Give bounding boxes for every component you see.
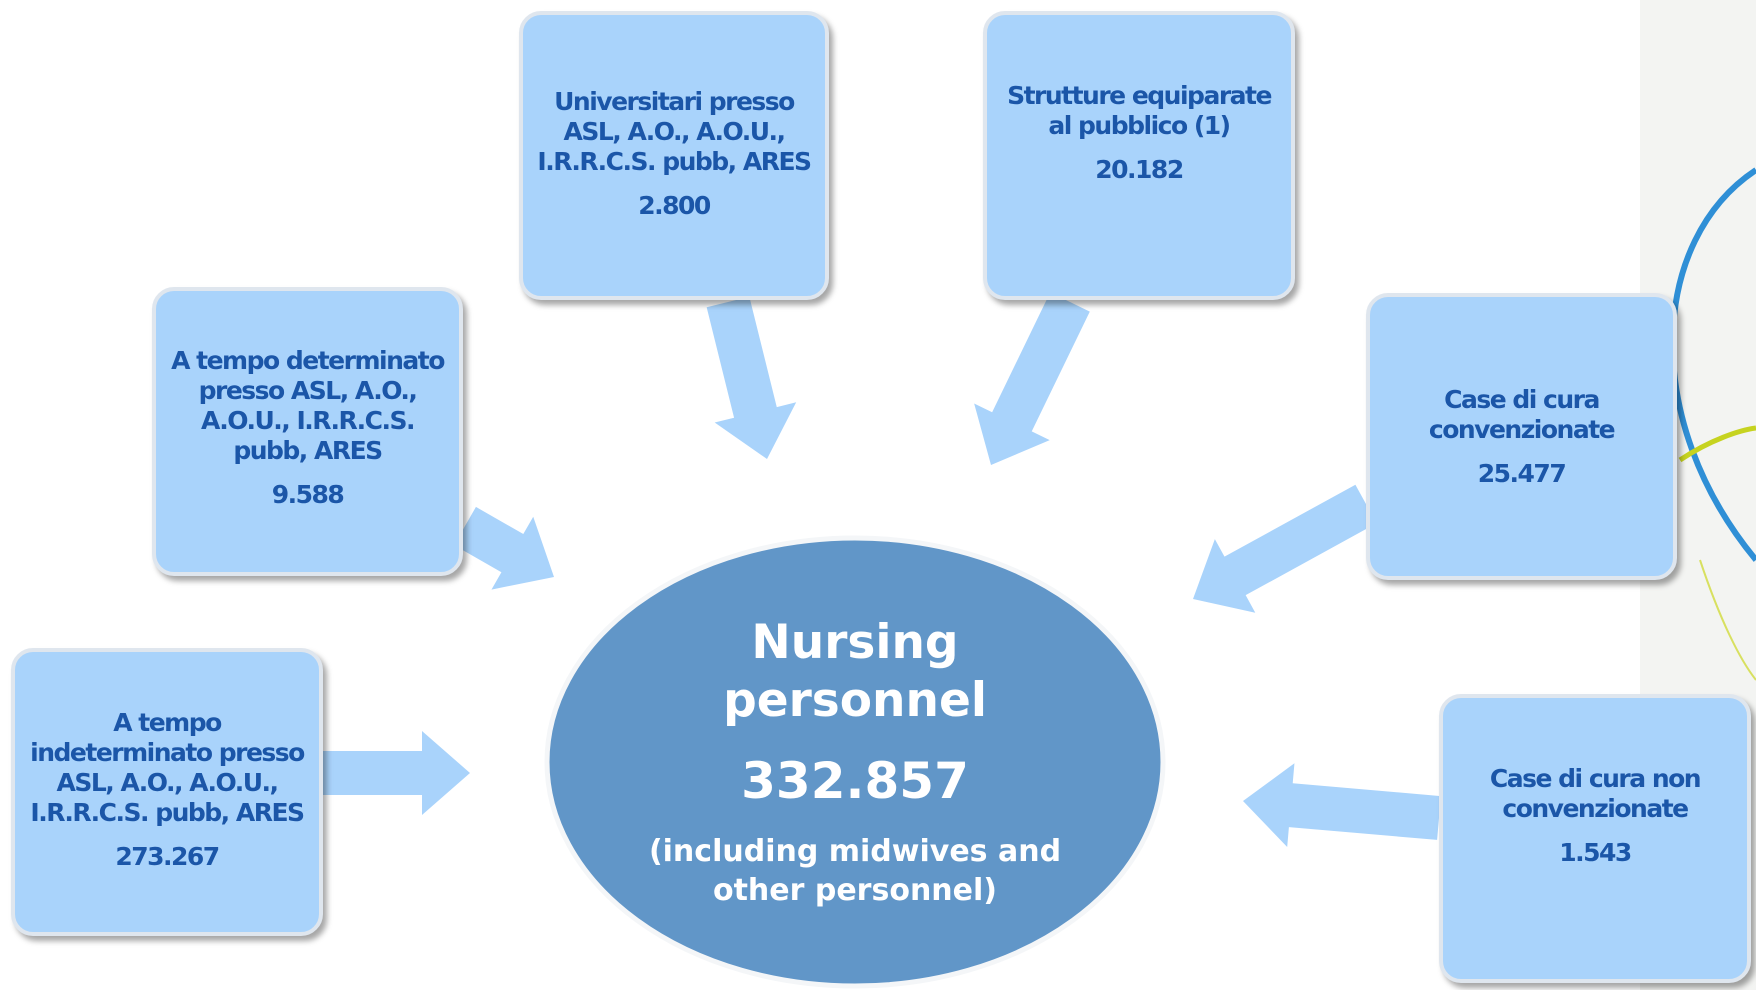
node-label: A tempo determinato presso ASL, A.O., A.… [168,346,447,466]
center-title: Nursing personnel [705,614,1005,730]
node-label: Case di cura convenzionate [1382,385,1661,445]
arrow [454,507,554,590]
node-value: 20.182 [1095,155,1182,184]
arrow [974,292,1090,465]
node-label: A tempo indeterminato presso ASL, A.O., … [27,708,307,828]
center-value: 332.857 [741,752,969,810]
page: Nursing personnel 332.857 (including mid… [0,0,1756,990]
arrow [1193,485,1377,613]
center-node: Nursing personnel 332.857 (including mid… [547,538,1163,986]
node-value: 25.477 [1478,459,1565,488]
node: A tempo determinato presso ASL, A.O., A.… [152,287,463,576]
node: A tempo indeterminato presso ASL, A.O., … [11,648,323,936]
arrow [323,731,470,815]
node-label: Case di cura non convenzionate [1455,764,1735,824]
node: Strutture equiparate al pubblico (1) 20.… [983,11,1295,300]
node: Case di cura convenzionate 25.477 [1366,293,1677,580]
arrow [707,297,797,459]
node-label: Universitari presso ASL, A.O., A.O.U., I… [535,87,813,177]
center-note: (including midwives and other personnel) [645,832,1065,910]
node-value: 273.267 [115,842,218,871]
arrow [1243,763,1441,847]
node-value: 9.588 [272,480,344,509]
node-value: 1.543 [1559,838,1631,867]
node: Case di cura non convenzionate 1.543 [1439,694,1751,983]
node-value: 2.800 [638,191,710,220]
node: Universitari presso ASL, A.O., A.O.U., I… [519,11,829,300]
node-label: Strutture equiparate al pubblico (1) [999,81,1279,141]
